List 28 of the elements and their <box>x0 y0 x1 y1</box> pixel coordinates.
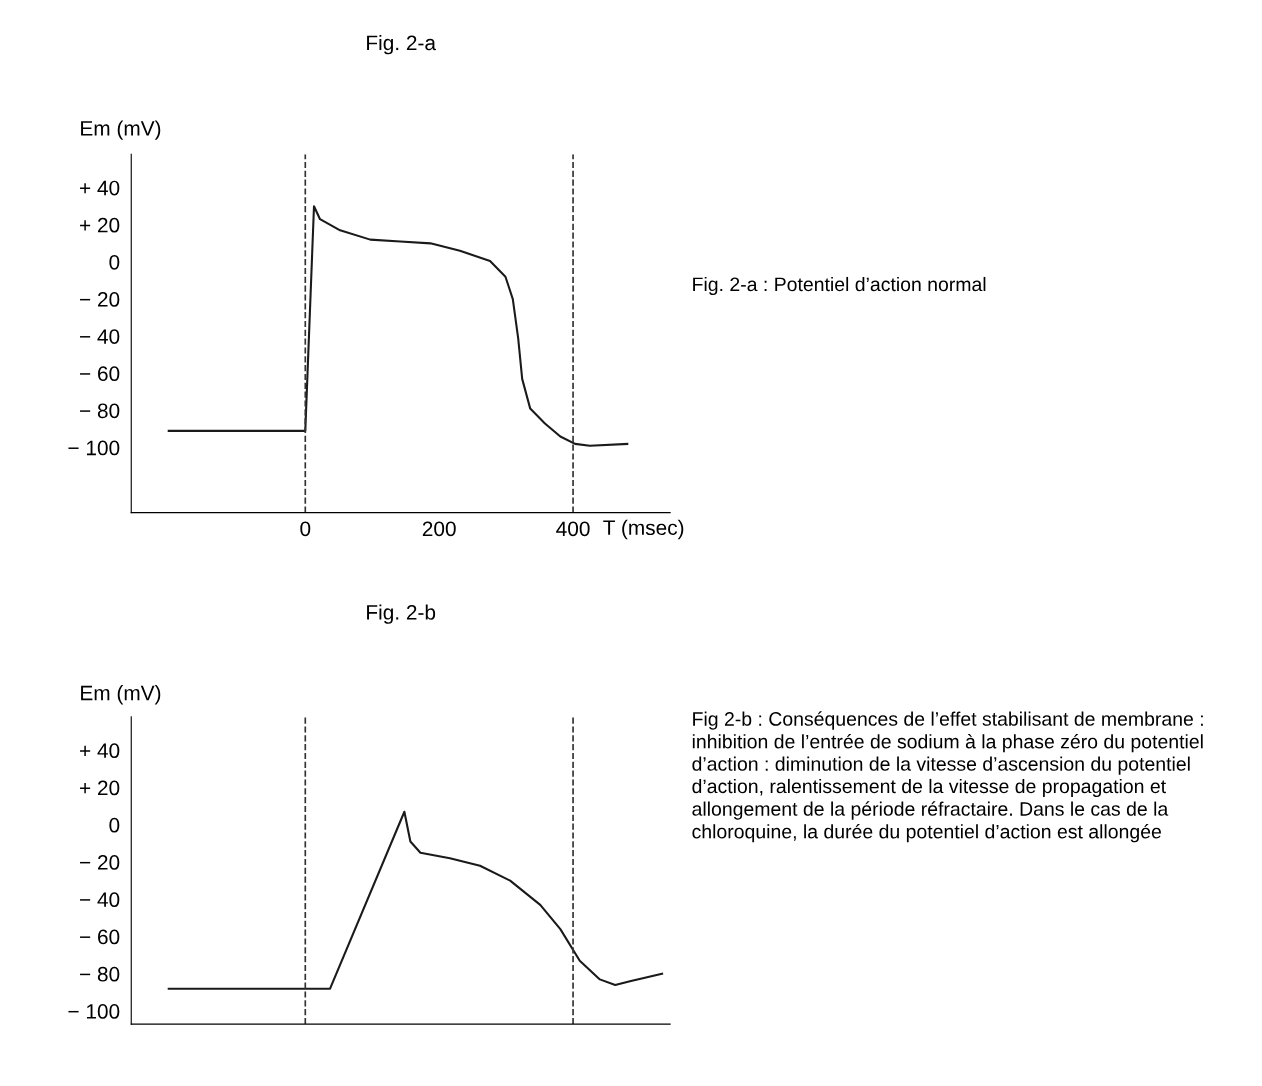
y-tick-label: − 60 <box>80 366 120 382</box>
x-axis-title: T (msec) <box>603 519 684 540</box>
y-tick-label: 0 <box>109 254 120 270</box>
y-tick-label: + 40 <box>80 743 120 759</box>
y-tick-label: − 20 <box>80 292 120 307</box>
x-tick-label: 400 <box>556 521 590 537</box>
y-tick-label: − 40 <box>80 892 120 908</box>
chart-title: Fig. 2-a <box>367 34 436 55</box>
y-tick-label: 0 <box>109 817 120 833</box>
y-tick-label: + 20 <box>80 217 120 233</box>
y-axis-title: Em (mV) <box>81 685 161 705</box>
y-tick-label: − 60 <box>80 929 120 945</box>
x-tick-label: 0 <box>300 521 311 537</box>
y-tick-label: − 20 <box>80 855 120 870</box>
y-tick-label: + 40 <box>80 180 120 196</box>
y-tick-label: − 40 <box>80 329 120 344</box>
y-tick-label: + 20 <box>80 780 120 796</box>
y-tick-label: − 80 <box>80 966 120 982</box>
chart-title: Fig. 2-b <box>367 604 436 624</box>
caption: Fig 2-b : Conséquences de l’effet stabilisant de membrane : inhibition de l’entrée de sodium à la phase zéro du potentiel d’action : diminution de la vitesse d’ascension du potentiel d’action, ralentissement de la vitesse de propagation et allongement de la période réfractaire. Dans le cas de la chloroquine, la durée du potentiel d’action est allongée <box>692 711 1203 843</box>
y-tick-label: − 100 <box>68 440 120 456</box>
caption: Fig. 2-a : Potentiel d’action normal <box>693 276 986 296</box>
x-tick-label: 200 <box>422 521 456 537</box>
y-tick-label: − 100 <box>68 1004 120 1019</box>
line-series <box>167 205 629 447</box>
y-tick-label: − 80 <box>80 403 120 419</box>
y-axis-title: Em (mV) <box>81 120 161 140</box>
line-series <box>167 810 664 990</box>
